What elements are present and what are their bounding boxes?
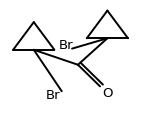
Text: Br: Br	[46, 89, 60, 102]
Text: Br: Br	[59, 39, 74, 52]
Text: O: O	[102, 87, 113, 100]
